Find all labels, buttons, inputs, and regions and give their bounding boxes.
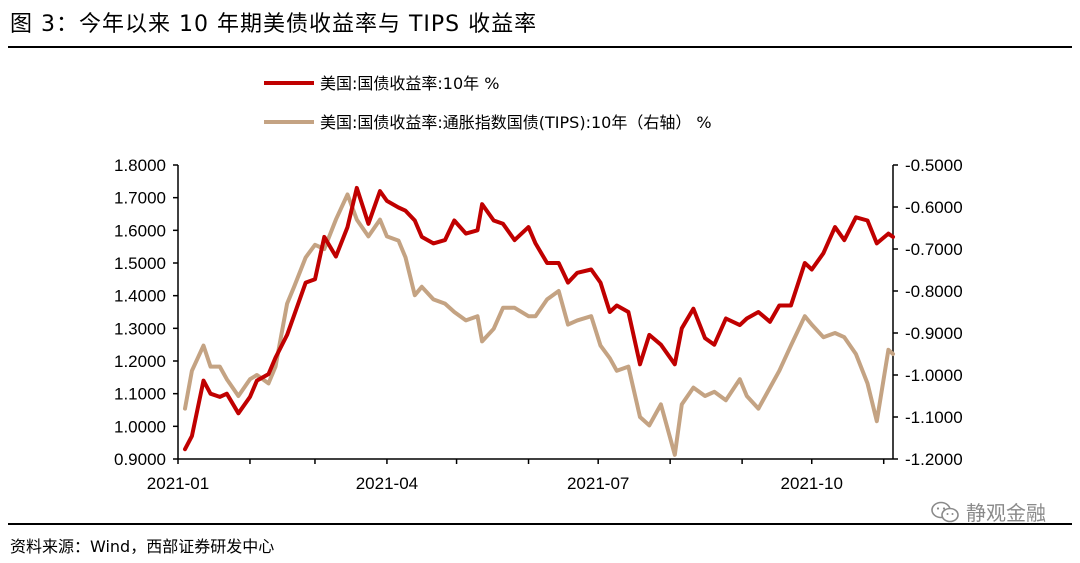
axes: 0.9000 1.0000 1.1000 1.2000 1.3000 1.4000 1.50… [114, 156, 963, 493]
top-rule [8, 46, 1072, 48]
right-tick-label: -0.6000 [905, 198, 963, 217]
right-tick-label: -0.7000 [905, 240, 963, 259]
right-tick-label: -1.1000 [905, 408, 963, 427]
wechat-icon [931, 501, 959, 522]
series-group [183, 185, 895, 457]
left-tick-label: 1.5000 [114, 254, 166, 273]
left-tick-label: 1.4000 [114, 287, 166, 306]
series-line-tips [183, 192, 895, 457]
left-tick-label: 1.6000 [114, 221, 166, 240]
right-tick-label: -1.0000 [905, 366, 963, 385]
left-tick-label: 1.1000 [114, 385, 166, 404]
left-tick-label: 0.9000 [114, 450, 166, 469]
left-tick-label: 1.3000 [114, 319, 166, 338]
left-tick-label: 1.7000 [114, 189, 166, 208]
x-tick-label: 2021-01 [147, 474, 209, 493]
right-tick-label: -0.8000 [905, 282, 963, 301]
series-line-nominal [183, 185, 895, 452]
watermark-text: 静观金融 [966, 501, 1046, 525]
left-tick-label: 1.0000 [114, 417, 166, 436]
x-tick-label: 2021-10 [781, 474, 843, 493]
right-tick-label: -0.5000 [905, 156, 963, 175]
legend-label-tips: 美国:国债收益率:通胀指数国债(TIPS):10年（右轴） % [320, 113, 712, 132]
legend-label-nominal: 美国:国债收益率:10年 % [320, 74, 499, 93]
left-tick-label: 1.8000 [114, 156, 166, 175]
x-tick-label: 2021-07 [567, 474, 629, 493]
bottom-rule [8, 523, 1072, 525]
x-tick-label: 2021-04 [356, 474, 418, 493]
right-tick-label: -1.2000 [905, 450, 963, 469]
watermark: 静观金融 [930, 497, 1046, 526]
figure-title: 图 3：今年以来 10 年期美债收益率与 TIPS 收益率 [10, 12, 538, 37]
right-tick-label: -0.9000 [905, 324, 963, 343]
chart: 美国:国债收益率:10年 % 美国:国债收益率:通胀指数国债(TIPS):10年… [114, 74, 963, 493]
left-tick-label: 1.2000 [114, 352, 166, 371]
legend: 美国:国债收益率:10年 % 美国:国债收益率:通胀指数国债(TIPS):10年… [264, 74, 712, 132]
source-note: 资料来源：Wind，西部证券研发中心 [10, 537, 275, 556]
